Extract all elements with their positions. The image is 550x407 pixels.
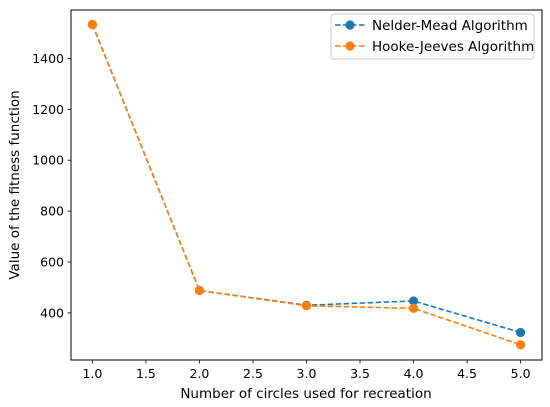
x-tick-label: 2.0 bbox=[190, 366, 210, 381]
legend-label-hooke-jeeves: Hooke-Jeeves Algorithm bbox=[372, 39, 534, 55]
x-axis: 1.0 1.5 2.0 2.5 3.0 3.5 4.0 4.5 5.0 bbox=[82, 360, 531, 381]
data-point-nelder-mead-algorithm bbox=[515, 327, 526, 338]
legend-marker-hooke-jeeves bbox=[345, 41, 355, 51]
plot-area bbox=[87, 19, 526, 350]
x-tick-label: 1.0 bbox=[82, 366, 102, 381]
x-tick-label: 2.5 bbox=[243, 366, 263, 381]
legend-marker-nelder-mead bbox=[345, 20, 355, 30]
y-tick-label: 400 bbox=[40, 305, 64, 320]
data-point-hooke-jeeves-algorithm bbox=[194, 285, 205, 296]
x-tick-label: 1.5 bbox=[136, 366, 156, 381]
data-point-nelder-mead-algorithm bbox=[408, 296, 419, 306]
data-point-hooke-jeeves-algorithm bbox=[408, 303, 419, 313]
data-point-hooke-jeeves-algorithm bbox=[301, 301, 312, 311]
legend-label-nelder-mead: Nelder-Mead Algorithm bbox=[372, 18, 528, 34]
y-axis-label: Value of the fitness function bbox=[7, 90, 23, 279]
legend: Nelder-Mead Algorithm Hooke-Jeeves Algor… bbox=[330, 13, 535, 60]
y-tick-label: 1200 bbox=[32, 102, 64, 117]
x-tick-label: 4.5 bbox=[457, 366, 477, 381]
x-tick-label: 5.0 bbox=[511, 366, 531, 381]
plot-frame bbox=[70, 9, 543, 361]
y-tick-label: 1000 bbox=[32, 153, 64, 168]
y-axis: 400 600 800 1000 1200 1400 bbox=[32, 51, 71, 320]
data-point-hooke-jeeves-algorithm bbox=[515, 340, 526, 350]
y-tick-label: 600 bbox=[40, 255, 64, 270]
x-tick-label: 3.0 bbox=[297, 366, 317, 381]
x-axis-label: Number of circles used for recreation bbox=[180, 386, 431, 402]
x-tick-label: 4.0 bbox=[404, 366, 424, 381]
data-point-hooke-jeeves-algorithm bbox=[87, 19, 98, 30]
y-tick-label: 800 bbox=[40, 204, 64, 219]
x-tick-label: 3.5 bbox=[350, 366, 370, 381]
legend-box bbox=[330, 13, 535, 60]
y-tick-label: 1400 bbox=[32, 51, 64, 66]
